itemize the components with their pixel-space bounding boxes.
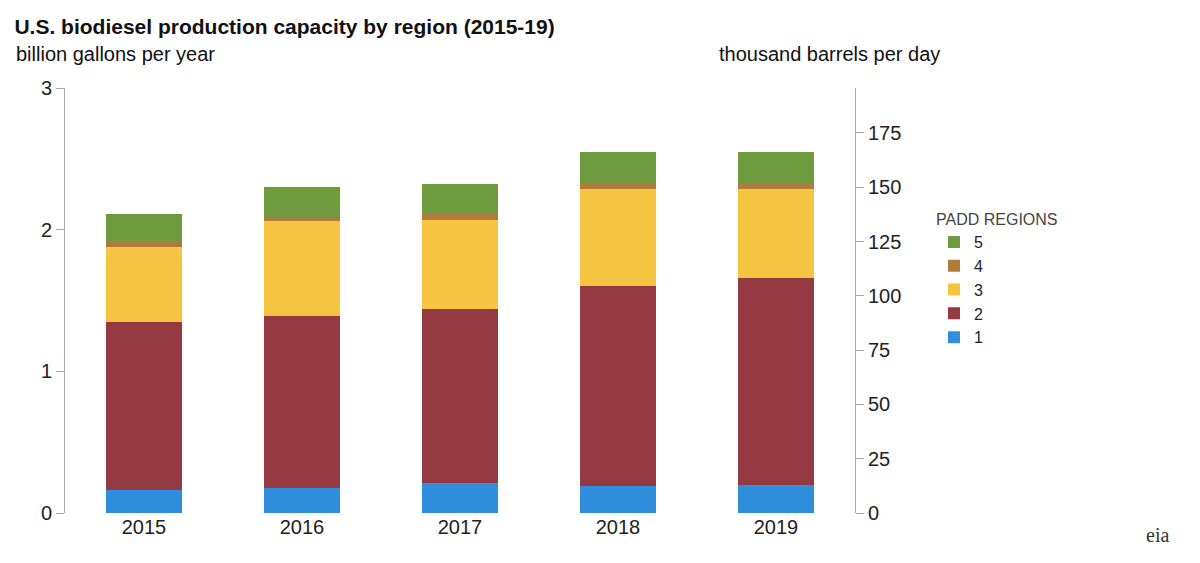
svg-text:2019: 2019: [754, 516, 799, 538]
svg-text:thousand barrels per day: thousand barrels per day: [719, 43, 940, 65]
svg-text:2015: 2015: [122, 516, 167, 538]
svg-text:billion gallons per year: billion gallons per year: [16, 43, 215, 65]
svg-text:100: 100: [868, 285, 901, 307]
svg-text:2: 2: [41, 219, 52, 241]
svg-text:75: 75: [868, 339, 890, 361]
svg-text:3: 3: [974, 282, 983, 299]
svg-text:175: 175: [868, 122, 901, 144]
svg-text:0: 0: [868, 502, 879, 524]
svg-text:2017: 2017: [438, 516, 483, 538]
svg-text:4: 4: [974, 258, 983, 275]
svg-text:1: 1: [41, 360, 52, 382]
svg-text:150: 150: [868, 176, 901, 198]
svg-text:1: 1: [974, 329, 983, 346]
svg-text:3: 3: [41, 77, 52, 99]
svg-text:125: 125: [868, 231, 901, 253]
svg-text:PADD REGIONS: PADD REGIONS: [936, 211, 1058, 228]
svg-text:eia: eia: [1146, 524, 1169, 546]
svg-text:5: 5: [974, 234, 983, 251]
svg-text:U.S. biodiesel production capa: U.S. biodiesel production capacity by re…: [14, 15, 554, 38]
svg-text:2016: 2016: [280, 516, 325, 538]
svg-text:2018: 2018: [596, 516, 641, 538]
svg-text:50: 50: [868, 393, 890, 415]
svg-text:0: 0: [41, 502, 52, 524]
svg-text:25: 25: [868, 448, 890, 470]
svg-text:2: 2: [974, 306, 983, 323]
